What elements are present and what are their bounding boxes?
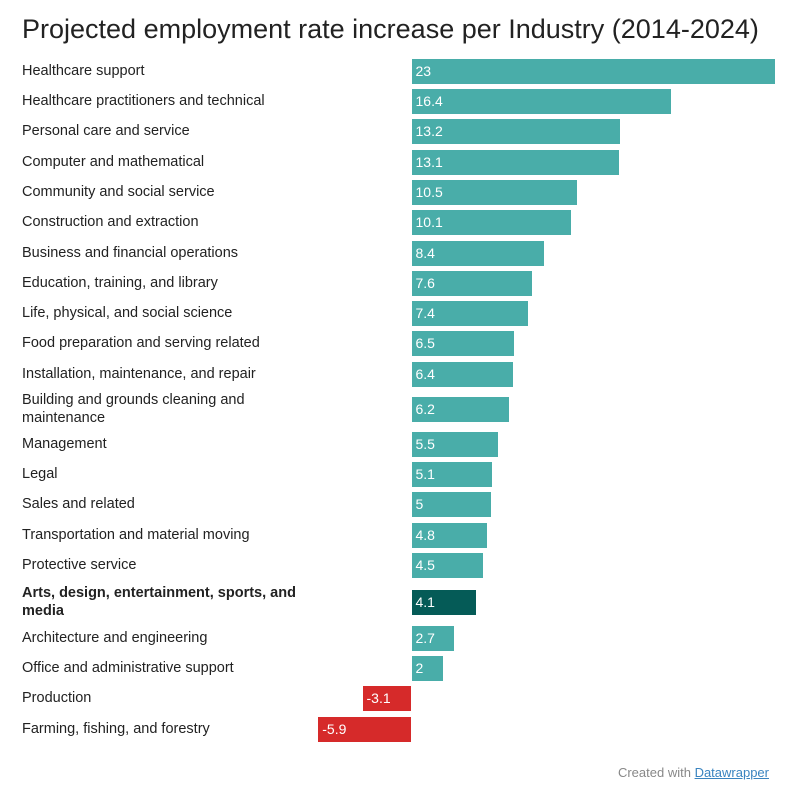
bar-sales-and-related: [411, 491, 491, 517]
category-label-education-training-and-library: Education, training, and library: [22, 275, 218, 291]
category-label-protective-service: Protective service: [22, 557, 137, 573]
category-label-food-preparation-and-serving-related: Food preparation and serving related: [22, 335, 260, 351]
category-label-building-and-grounds-cleaning-and-maintenance: Building and grounds cleaning and mainte…: [22, 392, 245, 426]
bar-arts-design-entertainment-sports-and-media: [411, 589, 477, 615]
category-label-architecture-and-engineering: Architecture and engineering: [22, 630, 208, 646]
value-label-community-and-social-service: 10.5: [415, 183, 443, 200]
bar-healthcare-practitioners-and-technical: [411, 88, 671, 114]
value-label-healthcare-support: 23: [415, 62, 432, 79]
bar-production: [362, 685, 412, 711]
bar-building-and-grounds-cleaning-and-maintenance: [411, 396, 510, 422]
bar-management: [411, 431, 499, 457]
value-label-management: 5.5: [415, 435, 435, 452]
value-label-arts-design-entertainment-sports-and-media: 4.1: [415, 593, 435, 610]
category-label-arts-design-entertainment-sports-and-media: Arts, design, entertainment, sports, and…: [22, 585, 296, 619]
value-label-education-training-and-library: 7.6: [415, 274, 435, 291]
bar-life-physical-and-social-science: [411, 300, 529, 326]
value-label-computer-and-mathematical: 13.1: [415, 153, 443, 170]
value-label-office-and-administrative-support: 2: [415, 659, 424, 676]
bar-architecture-and-engineering: [411, 625, 455, 651]
value-label-farming-fishing-and-forestry: -5.9: [322, 720, 347, 737]
value-label-legal: 5.1: [415, 465, 435, 482]
bar-legal: [411, 461, 493, 487]
bar-computer-and-mathematical: [411, 149, 619, 175]
category-label-business-and-financial-operations: Business and financial operations: [22, 245, 239, 261]
value-label-architecture-and-engineering: 2.7: [415, 629, 435, 646]
value-label-food-preparation-and-serving-related: 6.5: [415, 334, 435, 351]
category-label-installation-maintenance-and-repair: Installation, maintenance, and repair: [22, 366, 256, 382]
footer-prefix: Created with: [617, 765, 695, 780]
value-label-life-physical-and-social-science: 7.4: [415, 304, 435, 321]
category-label-sales-and-related: Sales and related: [22, 496, 135, 512]
value-label-production: -3.1: [366, 689, 391, 706]
chart-title: Projected employment rate increase per I…: [22, 14, 759, 44]
bar-farming-fishing-and-forestry: [318, 716, 412, 742]
value-label-construction-and-extraction: 10.1: [415, 213, 443, 230]
category-label-healthcare-support: Healthcare support: [22, 63, 145, 79]
bar-protective-service: [411, 552, 483, 578]
category-label-farming-fishing-and-forestry: Farming, fishing, and forestry: [22, 721, 210, 737]
bar-community-and-social-service: [411, 179, 578, 205]
category-label-office-and-administrative-support: Office and administrative support: [22, 660, 234, 676]
category-label-life-physical-and-social-science: Life, physical, and social science: [22, 305, 233, 321]
category-label-transportation-and-material-moving: Transportation and material moving: [22, 527, 250, 543]
bar-installation-maintenance-and-repair: [411, 361, 513, 387]
value-label-sales-and-related: 5: [415, 495, 424, 512]
category-label-personal-care-and-service: Personal care and service: [22, 123, 190, 139]
bar-business-and-financial-operations: [411, 240, 545, 266]
category-label-construction-and-extraction: Construction and extraction: [22, 214, 199, 230]
footer-credit: Created with Datawrapper: [618, 765, 769, 780]
value-label-personal-care-and-service: 13.2: [415, 122, 443, 139]
category-label-management: Management: [22, 436, 107, 452]
category-label-legal: Legal: [22, 466, 58, 482]
value-label-business-and-financial-operations: 8.4: [415, 244, 435, 261]
bar-construction-and-extraction: [411, 209, 572, 235]
value-label-building-and-grounds-cleaning-and-maintenance: 6.2: [415, 400, 435, 417]
value-label-transportation-and-material-moving: 4.8: [415, 526, 435, 543]
datawrapper-link[interactable]: Datawrapper: [694, 765, 769, 780]
bar-office-and-administrative-support: [411, 655, 444, 681]
value-label-healthcare-practitioners-and-technical: 16.4: [415, 92, 443, 109]
bar-transportation-and-material-moving: [411, 522, 488, 548]
bar-personal-care-and-service: [411, 118, 621, 144]
bar-education-training-and-library: [411, 270, 532, 296]
bar-food-preparation-and-serving-related: [411, 330, 515, 356]
category-label-healthcare-practitioners-and-technical: Healthcare practitioners and technical: [22, 93, 265, 109]
category-label-computer-and-mathematical: Computer and mathematical: [22, 154, 205, 170]
bar-healthcare-support: [411, 58, 775, 84]
value-label-protective-service: 4.5: [415, 556, 435, 573]
category-label-community-and-social-service: Community and social service: [22, 184, 215, 200]
category-label-production: Production: [22, 690, 92, 706]
value-label-installation-maintenance-and-repair: 6.4: [415, 365, 435, 382]
